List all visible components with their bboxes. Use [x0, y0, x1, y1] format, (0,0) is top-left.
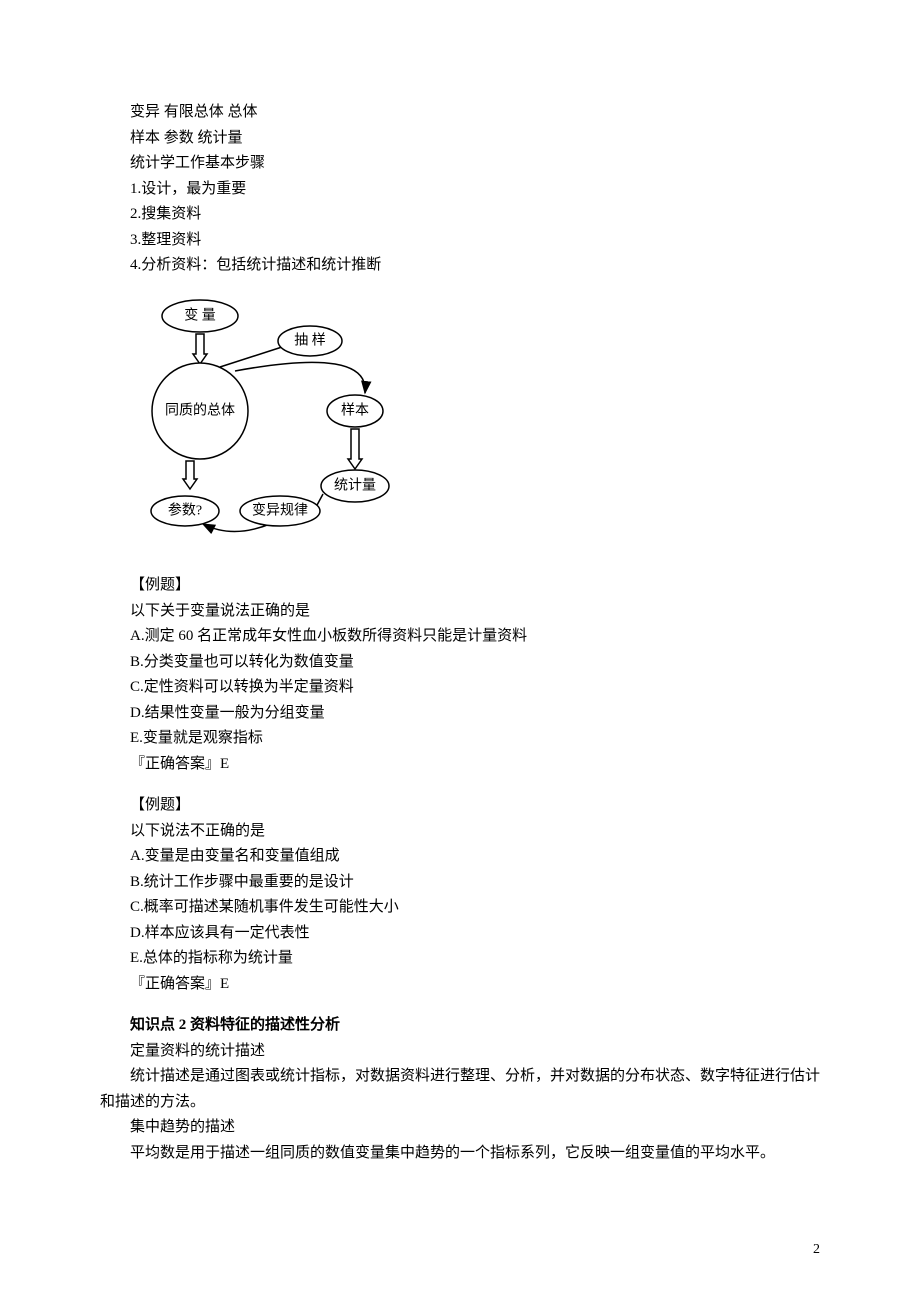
paragraph: 平均数是用于描述一组同质的数值变量集中趋势的一个指标系列，它反映一组变量值的平均…: [100, 1141, 820, 1167]
step-4: 4.分析资料：包括统计描述和统计推断: [100, 253, 820, 279]
option-a: A.变量是由变量名和变量值组成: [100, 844, 820, 870]
svg-text:参数?: 参数?: [168, 501, 202, 518]
terms-line-1: 变异 有限总体 总体: [100, 100, 820, 126]
example-stem: 以下关于变量说法正确的是: [100, 599, 820, 625]
step-1: 1.设计，最为重要: [100, 177, 820, 203]
option-b: B.统计工作步骤中最重要的是设计: [100, 870, 820, 896]
terms-line-2: 样本 参数 统计量: [100, 126, 820, 152]
option-c: C.定性资料可以转换为半定量资料: [100, 675, 820, 701]
option-e: E.总体的指标称为统计量: [100, 946, 820, 972]
step-3: 3.整理资料: [100, 228, 820, 254]
answer-line: 『正确答案』E: [100, 752, 820, 778]
svg-text:抽 样: 抽 样: [294, 332, 326, 348]
example-heading: 【例题】: [100, 573, 820, 599]
example-stem: 以下说法不正确的是: [100, 819, 820, 845]
section-heading: 知识点 2 资料特征的描述性分析: [100, 1013, 820, 1039]
option-e: E.变量就是观察指标: [100, 726, 820, 752]
svg-text:变 量: 变 量: [184, 307, 216, 323]
svg-text:同质的总体: 同质的总体: [165, 402, 235, 418]
concept-flow-diagram: 变 量抽 样同质的总体 样本统计量变异规律 参数?: [130, 291, 820, 546]
paragraph: 定量资料的统计描述: [100, 1039, 820, 1065]
answer-line: 『正确答案』E: [100, 972, 820, 998]
svg-text:统计量: 统计量: [334, 477, 376, 493]
option-a: A.测定 60 名正常成年女性血小板数所得资料只能是计量资料: [100, 624, 820, 650]
example-heading: 【例题】: [100, 793, 820, 819]
svg-text:变异规律: 变异规律: [252, 502, 308, 518]
paragraph-text: 统计描述是通过图表或统计指标，对数据资料进行整理、分析，并对数据的分布状态、数字…: [100, 1068, 820, 1110]
paragraph: 集中趋势的描述: [100, 1115, 820, 1141]
paragraph: 统计描述是通过图表或统计指标，对数据资料进行整理、分析，并对数据的分布状态、数字…: [100, 1064, 820, 1115]
page-number: 2: [813, 1238, 820, 1262]
steps-title: 统计学工作基本步骤: [100, 151, 820, 177]
option-b: B.分类变量也可以转化为数值变量: [100, 650, 820, 676]
document-page: 变异 有限总体 总体 样本 参数 统计量 统计学工作基本步骤 1.设计，最为重要…: [0, 0, 920, 1302]
option-c: C.概率可描述某随机事件发生可能性大小: [100, 895, 820, 921]
step-2: 2.搜集资料: [100, 202, 820, 228]
flowchart-svg: 变 量抽 样同质的总体 样本统计量变异规律 参数?: [130, 291, 410, 536]
svg-text:样本: 样本: [341, 402, 369, 418]
option-d: D.结果性变量一般为分组变量: [100, 701, 820, 727]
option-d: D.样本应该具有一定代表性: [100, 921, 820, 947]
